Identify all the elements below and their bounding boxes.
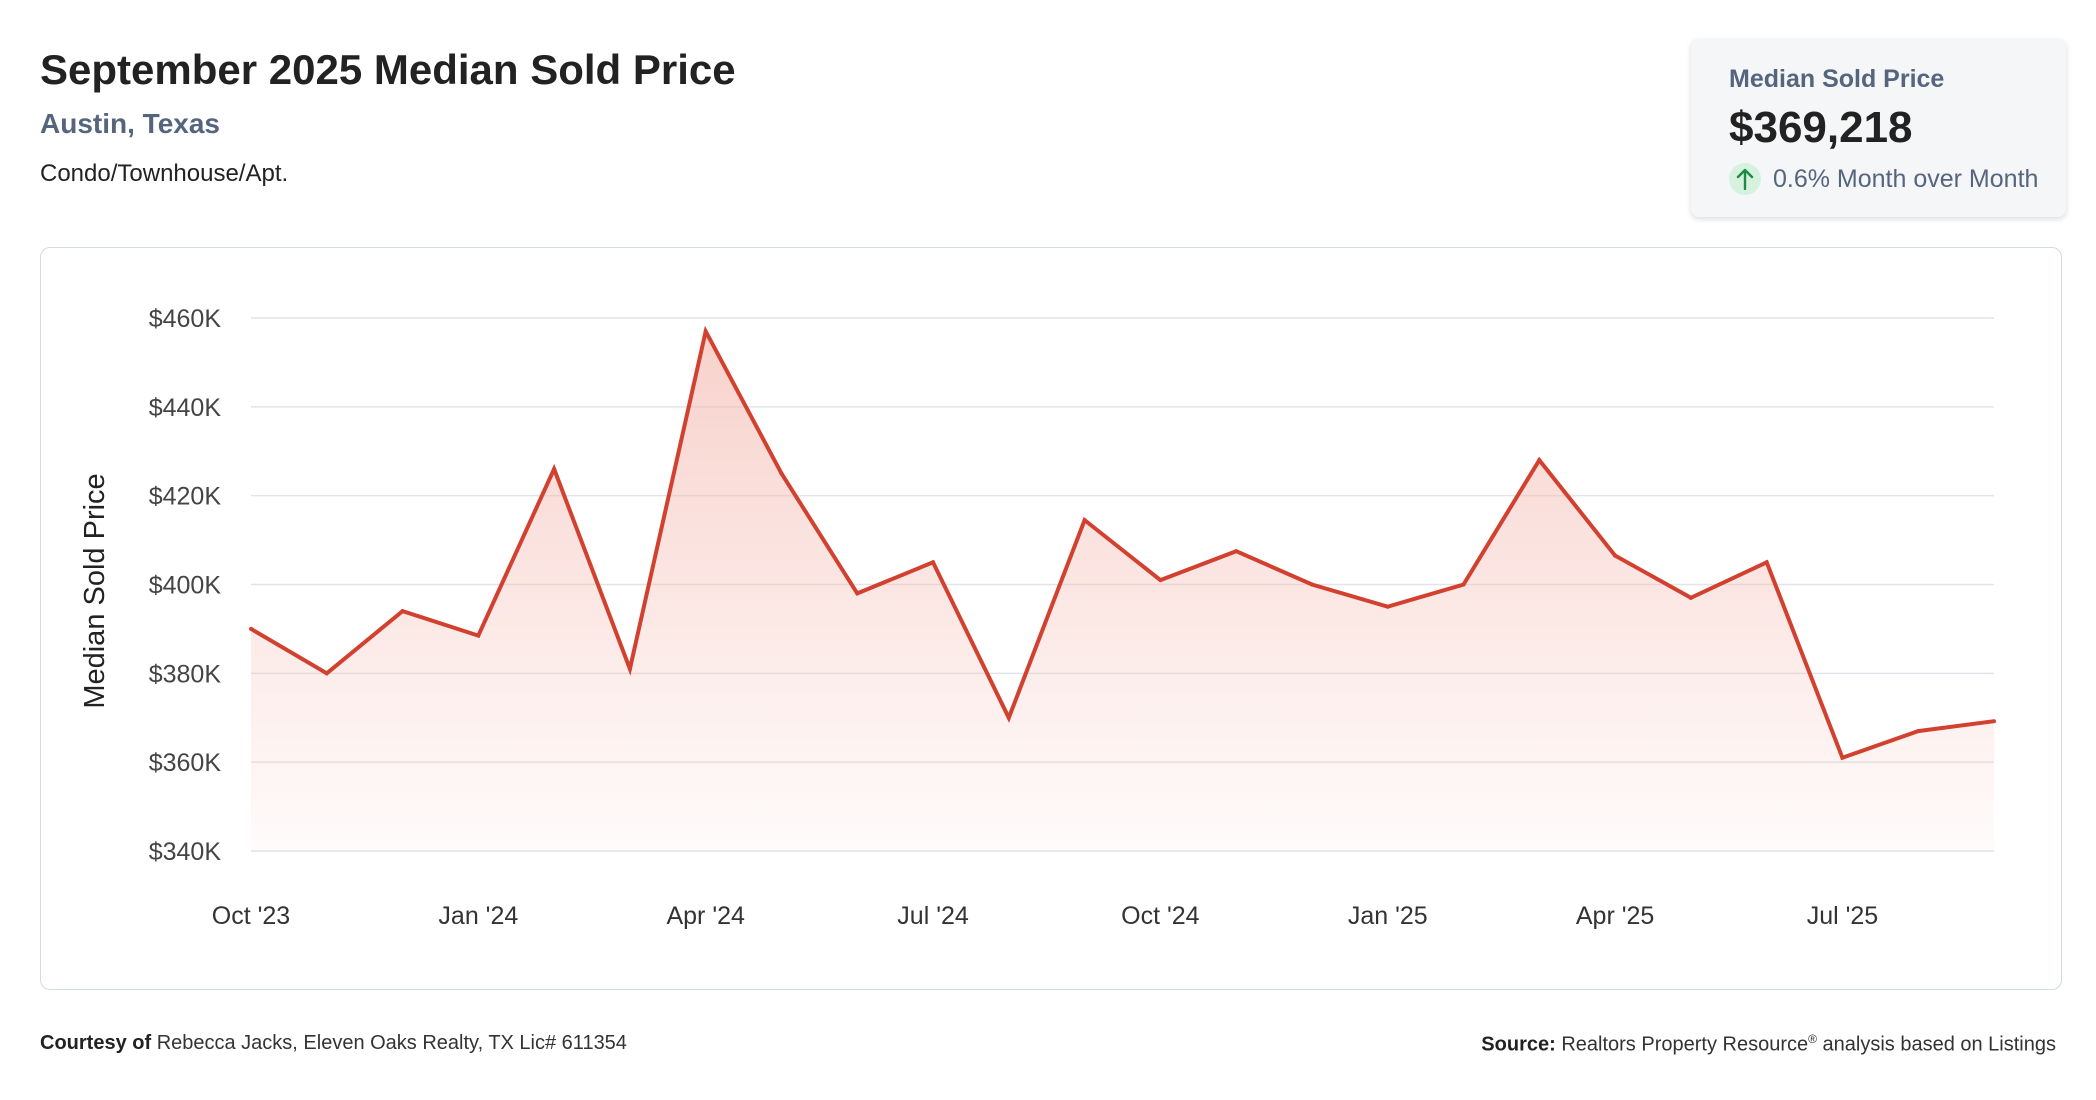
data-point[interactable] <box>1234 549 1239 554</box>
courtesy-label: Courtesy of <box>40 1032 152 1054</box>
courtesy-text: Rebecca Jacks, Eleven Oaks Realty, TX Li… <box>156 1032 627 1054</box>
data-point[interactable] <box>1613 553 1618 558</box>
location-subtitle: Austin, Texas <box>40 108 220 139</box>
data-point[interactable] <box>1309 582 1314 587</box>
kpi-value: $369,218 <box>1729 103 1913 152</box>
x-tick-label: Oct '24 <box>1121 902 1200 930</box>
y-axis-label: Median Sold Price <box>79 473 111 708</box>
source-label: Source: <box>1481 1033 1556 1056</box>
x-tick-label: Apr '25 <box>1576 902 1654 930</box>
data-point[interactable] <box>1916 729 1921 734</box>
data-point[interactable] <box>1006 715 1011 720</box>
page-title: September 2025 Median Sold Price <box>40 46 736 93</box>
chart-container: $340K $360K $380K $400K $420K $440K $460K Oct '… <box>40 247 2062 990</box>
property-type-label: Condo/Townhouse/Apt. <box>40 160 289 187</box>
data-point[interactable] <box>1764 560 1769 565</box>
x-tick-label: Jan '25 <box>1348 902 1428 930</box>
x-tick-label: Oct '23 <box>212 902 290 930</box>
area-fill <box>251 331 1994 851</box>
data-point[interactable] <box>476 633 481 638</box>
y-tick-label: $340K <box>149 838 222 866</box>
y-tick-label: $440K <box>149 394 222 422</box>
data-point[interactable] <box>324 671 329 676</box>
source-footer: Source: Realtors Property Resource® anal… <box>1481 1032 2056 1057</box>
data-point[interactable] <box>1688 595 1693 600</box>
data-point[interactable] <box>1461 582 1466 587</box>
data-point[interactable] <box>1385 604 1390 609</box>
data-point[interactable] <box>627 666 632 671</box>
kpi-change-text: 0.6% Month over Month <box>1773 164 2039 193</box>
kpi-change: 0.6% Month over Month <box>1729 163 2038 195</box>
y-tick-label: $400K <box>149 572 222 600</box>
data-point[interactable] <box>400 609 405 614</box>
data-point[interactable] <box>855 591 860 596</box>
data-point[interactable] <box>1158 578 1163 583</box>
x-tick-label: Apr '24 <box>666 902 745 930</box>
registered-mark: ® <box>1808 1032 1817 1046</box>
kpi-card: Median Sold Price $369,218 0.6% Month ov… <box>1691 39 2066 217</box>
data-point[interactable] <box>552 467 557 472</box>
data-point[interactable] <box>1992 719 1996 724</box>
y-tick-label: $420K <box>149 483 222 511</box>
source-text: Realtors Property Resource <box>1561 1033 1809 1056</box>
data-point[interactable] <box>1537 458 1542 463</box>
data-point[interactable] <box>779 471 784 476</box>
data-point[interactable] <box>249 626 253 631</box>
arrow-up-icon <box>1729 163 1761 195</box>
source-text-post: analysis based on Listings <box>1822 1033 2056 1056</box>
courtesy-footer: Courtesy of Rebecca Jacks, Eleven Oaks R… <box>40 1032 627 1055</box>
y-tick-label: $380K <box>149 660 222 688</box>
y-tick-label: $360K <box>149 749 222 777</box>
x-tick-label: Jan '24 <box>438 902 518 930</box>
x-tick-label: Jul '25 <box>1807 902 1878 930</box>
data-point[interactable] <box>1082 518 1087 523</box>
data-point[interactable] <box>1840 755 1845 760</box>
x-tick-label: Jul '24 <box>897 902 969 930</box>
price-series-line <box>249 325 1995 761</box>
data-point[interactable] <box>703 329 708 334</box>
kpi-label: Median Sold Price <box>1729 65 1945 93</box>
y-tick-label: $460K <box>149 305 222 333</box>
median-price-chart: $340K $360K $380K $400K $420K $440K $460K Oct '… <box>79 305 1996 930</box>
data-point[interactable] <box>931 560 936 565</box>
